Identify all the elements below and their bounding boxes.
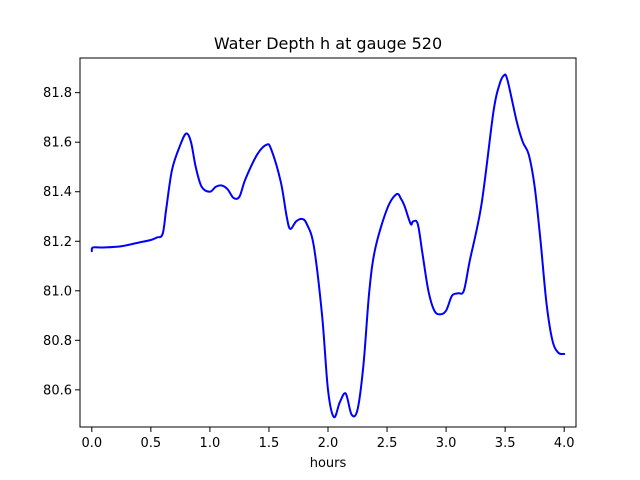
x-tick-label: 0.0 [81,436,102,451]
x-tick-label: 3.0 [436,436,457,451]
y-tick-label: 81.6 [43,136,72,151]
chart-title: Water Depth h at gauge 520 [214,34,442,53]
axes-frame [79,57,577,428]
y-tick-label: 81.2 [43,235,72,250]
x-axis: 0.0 0.5 1.0 1.5 2.0 2.5 3.0 3.5 4.0 [81,427,575,451]
y-tick-label: 80.6 [43,383,72,398]
x-tick-label: 2.0 [318,436,339,451]
plot-area [79,57,577,428]
y-tick-label: 81.4 [43,185,72,200]
x-tick-label: 4.0 [554,436,575,451]
y-axis: 80.6 80.8 81.0 81.2 81.4 81.6 81.8 [43,86,80,398]
y-tick-label: 81.8 [43,86,72,101]
y-tick-label: 80.8 [43,334,72,349]
x-tick-label: 1.0 [200,436,221,451]
x-tick-label: 0.5 [141,436,162,451]
x-tick-label: 1.5 [259,436,280,451]
x-axis-label: hours [310,456,347,471]
x-tick-label: 3.5 [495,436,516,451]
y-tick-label: 81.0 [43,284,72,299]
series-line [90,73,566,419]
x-tick-label: 2.5 [377,436,398,451]
